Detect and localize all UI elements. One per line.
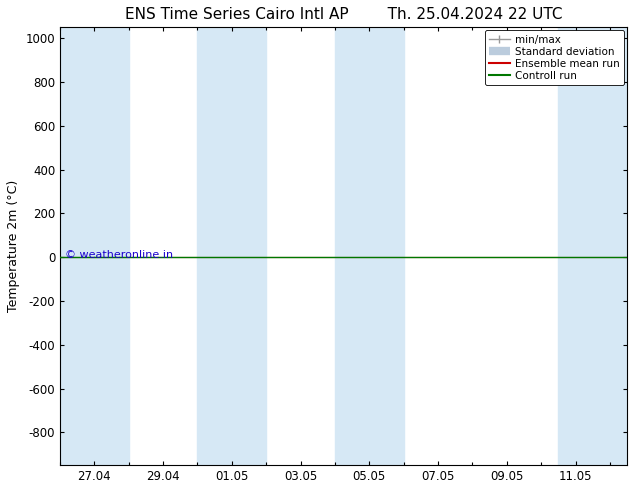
Y-axis label: Temperature 2m (°C): Temperature 2m (°C) (7, 180, 20, 312)
Bar (335, 27, 404, 465)
Text: © weatheronline.in: © weatheronline.in (65, 249, 173, 260)
Bar (559, 27, 627, 465)
Legend: min/max, Standard deviation, Ensemble mean run, Controll run: min/max, Standard deviation, Ensemble me… (485, 30, 624, 85)
Bar (197, 27, 266, 465)
Title: ENS Time Series Cairo Intl AP        Th. 25.04.2024 22 UTC: ENS Time Series Cairo Intl AP Th. 25.04.… (125, 7, 562, 22)
Bar (60, 27, 129, 465)
